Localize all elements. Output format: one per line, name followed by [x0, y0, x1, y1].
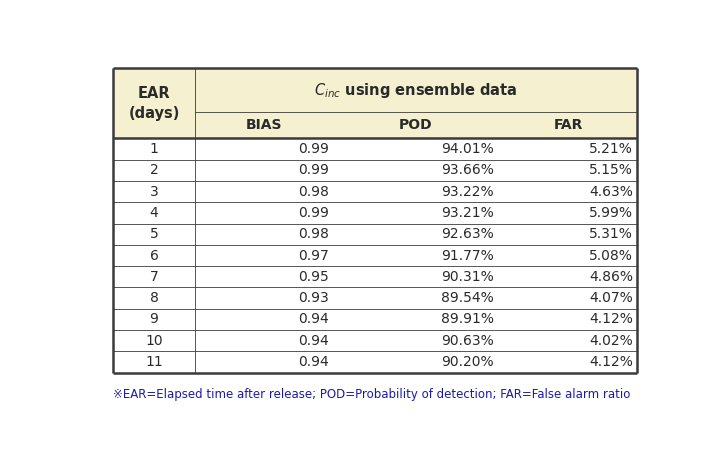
Text: 0.99: 0.99 — [298, 142, 329, 156]
Text: 4.02%: 4.02% — [589, 334, 633, 348]
Text: 7: 7 — [150, 270, 158, 284]
Text: 5: 5 — [150, 227, 158, 241]
Text: FAR: FAR — [553, 119, 582, 133]
Text: 5.08%: 5.08% — [589, 248, 633, 263]
Text: POD: POD — [399, 119, 433, 133]
Text: $\mathit{C}_{inc}$ using ensemble data: $\mathit{C}_{inc}$ using ensemble data — [314, 81, 518, 100]
Text: 92.63%: 92.63% — [441, 227, 494, 241]
Text: 89.54%: 89.54% — [441, 291, 494, 305]
Text: 0.99: 0.99 — [298, 206, 329, 220]
Text: 93.66%: 93.66% — [441, 163, 494, 177]
Text: 4.86%: 4.86% — [589, 270, 633, 284]
Text: 4.12%: 4.12% — [589, 312, 633, 326]
Bar — [113, 181, 638, 202]
Text: 90.20%: 90.20% — [441, 355, 494, 369]
Text: 0.93: 0.93 — [298, 291, 329, 305]
Text: 3: 3 — [150, 185, 158, 199]
Text: 0.97: 0.97 — [298, 248, 329, 263]
Text: 1: 1 — [150, 142, 158, 156]
Text: 5.31%: 5.31% — [589, 227, 633, 241]
Text: 0.99: 0.99 — [298, 163, 329, 177]
Bar — [113, 202, 638, 224]
Text: 5.21%: 5.21% — [589, 142, 633, 156]
Bar — [113, 266, 638, 287]
Text: 90.31%: 90.31% — [441, 270, 494, 284]
Text: EAR
(days): EAR (days) — [129, 86, 180, 121]
Text: 89.91%: 89.91% — [441, 312, 494, 326]
Bar — [113, 309, 638, 330]
Text: 4: 4 — [150, 206, 158, 220]
Text: 93.22%: 93.22% — [441, 185, 494, 199]
Bar — [113, 138, 638, 159]
Text: 4.63%: 4.63% — [589, 185, 633, 199]
Text: 93.21%: 93.21% — [441, 206, 494, 220]
Text: 94.01%: 94.01% — [441, 142, 494, 156]
Text: 90.63%: 90.63% — [441, 334, 494, 348]
Text: 8: 8 — [150, 291, 158, 305]
Text: 0.94: 0.94 — [298, 312, 329, 326]
Text: 5.99%: 5.99% — [589, 206, 633, 220]
Text: 0.98: 0.98 — [298, 185, 329, 199]
Text: 0.98: 0.98 — [298, 227, 329, 241]
Text: 5.15%: 5.15% — [589, 163, 633, 177]
Text: 11: 11 — [145, 355, 163, 369]
Text: 91.77%: 91.77% — [441, 248, 494, 263]
Bar — [113, 113, 638, 138]
Text: 10: 10 — [145, 334, 163, 348]
Text: 4.07%: 4.07% — [589, 291, 633, 305]
Text: 0.95: 0.95 — [298, 270, 329, 284]
Bar — [113, 330, 638, 352]
Bar — [113, 159, 638, 181]
Text: 2: 2 — [150, 163, 158, 177]
Text: 9: 9 — [150, 312, 158, 326]
Text: ※EAR=Elapsed time after release; POD=Probability of detection; FAR=False alarm r: ※EAR=Elapsed time after release; POD=Pro… — [113, 388, 631, 401]
Bar — [113, 245, 638, 266]
Bar — [113, 68, 638, 113]
Bar — [113, 287, 638, 309]
Text: 6: 6 — [150, 248, 158, 263]
Text: 4.12%: 4.12% — [589, 355, 633, 369]
Text: 0.94: 0.94 — [298, 334, 329, 348]
Text: BIAS: BIAS — [246, 119, 282, 133]
Bar — [113, 224, 638, 245]
Bar — [113, 352, 638, 372]
Text: 0.94: 0.94 — [298, 355, 329, 369]
